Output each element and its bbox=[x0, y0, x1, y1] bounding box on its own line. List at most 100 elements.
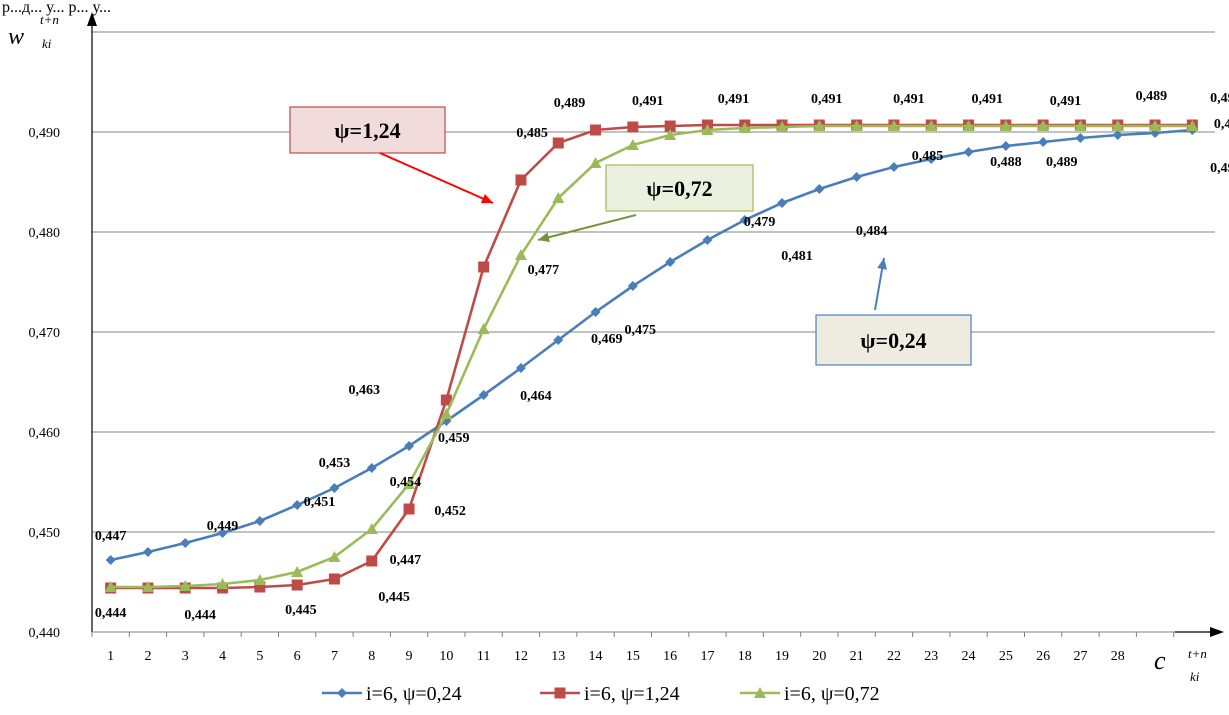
data-label: 0,449 bbox=[207, 519, 239, 534]
data-label: 0,453 bbox=[319, 456, 351, 471]
data-label: 0,490 bbox=[1210, 161, 1229, 176]
series-point bbox=[515, 175, 526, 186]
x-tick-label: 26 bbox=[1036, 649, 1050, 664]
data-label: 0,491 bbox=[718, 92, 750, 107]
series-point bbox=[590, 125, 601, 136]
series-point bbox=[292, 580, 303, 591]
series-point bbox=[555, 688, 566, 699]
x-tick-label: 2 bbox=[144, 649, 151, 664]
callout-3: ψ=0,24 bbox=[816, 258, 971, 365]
data-label: 0,454 bbox=[390, 475, 422, 490]
series-point bbox=[143, 547, 153, 557]
series-point bbox=[292, 500, 302, 510]
y-tick-label: 0,480 bbox=[29, 226, 61, 241]
x-tick-label: 11 bbox=[477, 649, 490, 664]
y-axis-symbol: w bbox=[8, 24, 24, 50]
y-axis-superscript: t+n bbox=[40, 12, 59, 27]
data-label: 0,489 bbox=[554, 96, 586, 111]
data-label: 0,464 bbox=[520, 389, 552, 404]
x-tick-label: 8 bbox=[368, 649, 375, 664]
series-point bbox=[329, 483, 339, 493]
x-tick-label: 1 bbox=[107, 649, 114, 664]
x-tick-label: 3 bbox=[182, 649, 189, 664]
y-tick-labels: 0,440 0,450 0,460 0,470 0,480 0,490 bbox=[29, 126, 61, 641]
data-label: 0,485 bbox=[912, 149, 944, 164]
data-label: 0,459 bbox=[438, 431, 470, 446]
x-tick-label: 5 bbox=[256, 649, 263, 664]
data-label: 0,485 bbox=[516, 126, 548, 141]
data-label: 0,445 bbox=[378, 590, 410, 605]
legend-label: i=6, ψ=0,24 bbox=[366, 683, 462, 705]
x-tick-label: 17 bbox=[700, 649, 714, 664]
legend-item-2: i=6, ψ=1,24 bbox=[540, 683, 680, 705]
legend-item-3: i=6, ψ=0,72 bbox=[740, 683, 880, 705]
x-axis-superscript: t+n bbox=[1188, 646, 1207, 661]
data-label: 0,491 bbox=[1210, 91, 1229, 106]
callout-label: ψ=0,72 bbox=[646, 176, 712, 201]
callout-arrowhead bbox=[538, 232, 550, 242]
data-label: 0,451 bbox=[304, 495, 336, 510]
series-point bbox=[1038, 137, 1048, 147]
series-point bbox=[478, 262, 489, 273]
callout-1: ψ=1,24 bbox=[290, 107, 493, 203]
x-tick-label: 19 bbox=[775, 649, 789, 664]
series-point bbox=[814, 184, 824, 194]
x-tick-labels: 1 2 3 4 5 6 7 8 9 10 11 12 13 14 15 16 17 18 19 20 21 22 23 24 2… bbox=[92, 632, 1174, 664]
x-tick-label: 16 bbox=[663, 649, 677, 664]
data-label: 0,484 bbox=[856, 224, 888, 239]
x-axis-arrow bbox=[1210, 627, 1224, 637]
x-tick-label: 15 bbox=[626, 649, 640, 664]
data-label: 0,489 bbox=[1136, 89, 1168, 104]
series-point bbox=[553, 138, 564, 149]
x-tick-label: 9 bbox=[406, 649, 413, 664]
x-tick-label: 4 bbox=[219, 649, 226, 664]
data-label: 0,491 bbox=[893, 92, 925, 107]
series-point bbox=[329, 574, 340, 585]
data-label: 0,477 bbox=[528, 263, 560, 278]
legend: i=6, ψ=0,24 i=6, ψ=1,24 i=6, ψ=0,72 bbox=[322, 683, 880, 705]
series-point bbox=[964, 147, 974, 157]
legend-item-1: i=6, ψ=0,24 bbox=[322, 683, 462, 705]
x-tick-label: 27 bbox=[1073, 649, 1087, 664]
x-tick-label: 10 bbox=[439, 649, 453, 664]
series-point bbox=[180, 538, 190, 548]
data-label: 0,445 bbox=[285, 603, 317, 618]
legend-label: i=6, ψ=1,24 bbox=[584, 683, 680, 705]
x-tick-label: 20 bbox=[812, 649, 826, 664]
callout-label: ψ=0,24 bbox=[860, 328, 926, 353]
y-tick-label: 0,490 bbox=[29, 126, 61, 141]
series-point bbox=[627, 122, 638, 133]
series-point bbox=[852, 172, 862, 182]
x-axis-symbol: c bbox=[1154, 646, 1166, 675]
x-tick-label: 22 bbox=[887, 649, 901, 664]
x-tick-label: 25 bbox=[999, 649, 1013, 664]
series-point bbox=[337, 688, 347, 698]
callout-2: ψ=0,72 bbox=[538, 165, 753, 242]
x-axis-subscript: ki bbox=[1190, 669, 1200, 684]
series-point bbox=[1001, 141, 1011, 151]
x-tick-label: 18 bbox=[738, 649, 752, 664]
x-tick-label: 13 bbox=[551, 649, 565, 664]
x-tick-label: 21 bbox=[850, 649, 864, 664]
data-label: 0,463 bbox=[349, 383, 381, 398]
series-point bbox=[366, 556, 377, 567]
callout-arrow bbox=[380, 153, 493, 203]
data-label: 0,469 bbox=[591, 332, 623, 347]
series-point bbox=[255, 516, 265, 526]
data-label: 0,447 bbox=[95, 529, 127, 544]
y-tick-label: 0,460 bbox=[29, 426, 61, 441]
x-axis-title: c t+n ki bbox=[1154, 646, 1207, 684]
y-axis-title: w t+n ki bbox=[8, 12, 59, 51]
data-label: 0,491 bbox=[811, 92, 843, 107]
x-tick-label: 24 bbox=[962, 649, 976, 664]
series-point bbox=[889, 162, 899, 172]
y-axis-subscript: ki bbox=[42, 36, 52, 51]
data-label: 0,491 bbox=[1050, 94, 1082, 109]
x-tick-label: 14 bbox=[589, 649, 603, 664]
data-label: 0,489 bbox=[1046, 155, 1078, 170]
series-point bbox=[478, 323, 490, 334]
callout-label: ψ=1,24 bbox=[334, 118, 400, 143]
x-tick-label: 23 bbox=[924, 649, 938, 664]
